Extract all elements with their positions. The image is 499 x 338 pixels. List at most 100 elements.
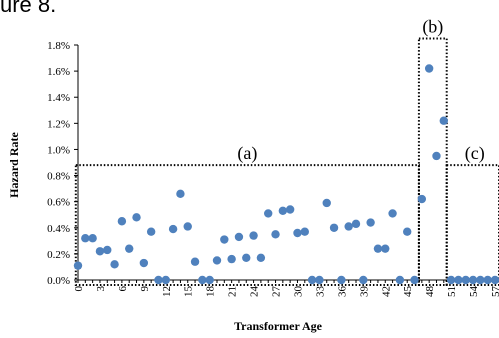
x-tick-label: 30: [292, 286, 304, 298]
data-point: [366, 218, 375, 227]
data-point: [88, 234, 97, 243]
data-point: [161, 275, 170, 285]
data-point: [293, 228, 302, 238]
y-tick-label: 1.8%: [47, 40, 70, 52]
data-point: [373, 244, 383, 253]
y-tick-label: 0.6%: [47, 197, 70, 209]
x-tick-label: 6: [117, 286, 129, 292]
y-ticks: 0.0% 0.2% 0.4% 0.6% 0.8% 1.0% 1.2% 1.4% 1.6% 1.8%: [47, 40, 78, 287]
data-point: [446, 275, 456, 285]
x-tick-label: 39: [358, 286, 370, 298]
y-tick-label: 1.6%: [47, 66, 70, 78]
x-tick-label: 45: [402, 286, 414, 298]
data-point: [125, 244, 134, 253]
data-point: [432, 151, 441, 161]
x-tick-label: 27: [271, 286, 283, 298]
data-point: [329, 223, 339, 232]
y-tick-label: 0.0%: [47, 275, 70, 287]
data-point: [220, 235, 229, 244]
data-point: [417, 194, 427, 204]
data-point: [132, 213, 141, 222]
data-point: [483, 275, 492, 285]
x-tick-label: 18: [205, 286, 217, 298]
region-label: (b): [422, 16, 443, 37]
y-tick-label: 0.4%: [47, 223, 70, 235]
data-point: [117, 217, 127, 226]
y-tick-label: 0.8%: [47, 171, 70, 183]
data-point: [337, 275, 346, 285]
region-boxes: (a) (b) (c): [74, 16, 499, 286]
data-point: [468, 275, 478, 285]
region-box: [74, 164, 420, 286]
data-point: [344, 222, 353, 231]
data-point: [307, 275, 317, 285]
data-point: [351, 219, 361, 229]
data-point: [212, 256, 222, 265]
data-point: [139, 258, 149, 268]
x-tick-label: 12: [161, 286, 173, 297]
x-tick-label: 42: [380, 286, 392, 297]
region-box: [417, 37, 448, 286]
x-tick-label: 48: [424, 286, 436, 298]
x-tick-label: 3: [95, 286, 107, 292]
x-tick-label: 15: [183, 286, 195, 298]
data-point: [146, 227, 156, 236]
data-point: [424, 64, 434, 73]
data-point: [234, 232, 244, 242]
data-point: [461, 275, 470, 285]
data-point: [315, 275, 324, 285]
data-point: [454, 275, 463, 285]
data-point: [190, 257, 200, 266]
data-point: [476, 275, 485, 285]
page-text-fragment: ure 8.: [0, 0, 57, 17]
y-tick-label: 0.2%: [47, 249, 70, 261]
data-point: [168, 224, 178, 234]
data-point: [322, 198, 331, 208]
data-point: [81, 234, 90, 243]
data-point: [359, 275, 368, 285]
data-point: [227, 254, 236, 264]
x-tick-label: 21: [227, 286, 239, 297]
data-point: [183, 222, 192, 231]
data-point: [256, 253, 266, 263]
x-tick-label: 36: [336, 286, 348, 298]
data-point: [103, 245, 112, 255]
data-point: [278, 206, 288, 216]
data-points: [73, 64, 499, 285]
y-tick-label: 1.2%: [47, 118, 70, 130]
data-point: [395, 275, 405, 285]
data-point: [205, 275, 214, 285]
data-point: [110, 260, 119, 269]
data-point: [271, 230, 280, 239]
y-axis-title: Hazard Rate: [7, 132, 21, 198]
data-point: [249, 231, 258, 240]
x-ticks: 0 3 6 9 12 15 18 21 24 27 30 33 36 39 42 45 48 51 54 57: [73, 280, 499, 297]
x-axis-title: Transformer Age: [234, 319, 323, 333]
x-tick-label: 57: [490, 286, 499, 298]
data-point: [490, 275, 499, 285]
x-tick-label: 24: [249, 286, 261, 298]
region-box: [445, 164, 499, 286]
data-point: [198, 275, 207, 285]
data-point: [439, 116, 448, 125]
data-point: [176, 189, 185, 199]
region-label: (c): [465, 143, 485, 164]
data-point: [410, 275, 419, 285]
data-point: [73, 261, 83, 270]
data-point: [403, 227, 412, 236]
y-tick-label: 1.0%: [47, 144, 70, 156]
region-label: (a): [237, 143, 257, 164]
x-tick-label: 33: [314, 286, 326, 298]
data-point: [264, 209, 273, 218]
x-tick-label: 51: [446, 286, 458, 297]
x-tick-label: 9: [139, 286, 151, 292]
data-point: [300, 227, 309, 236]
y-tick-label: 1.4%: [47, 92, 70, 104]
data-point: [154, 275, 163, 285]
data-point: [285, 205, 295, 214]
data-point: [95, 247, 105, 256]
data-point: [242, 253, 251, 263]
axes: [77, 45, 495, 281]
x-tick-label: 54: [468, 286, 480, 298]
